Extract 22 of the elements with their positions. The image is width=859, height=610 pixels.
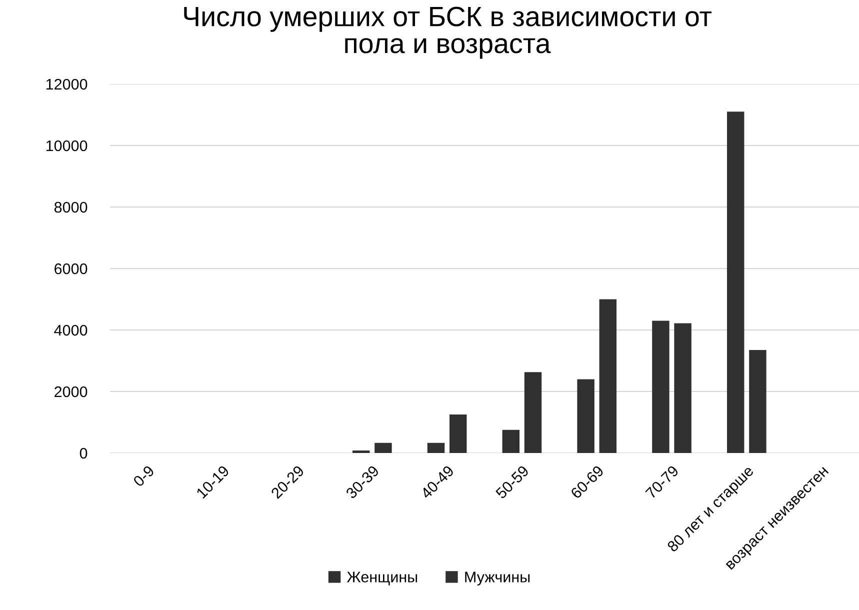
y-tick-label: 6000 [54,263,88,274]
x-tick-label: 0-9 [132,464,155,488]
legend-label: Мужчины [465,572,530,586]
y-tick-label: 2000 [54,386,88,398]
bar [749,350,766,453]
y-tick-label: 8000 [54,202,88,213]
y-tick-label: 12000 [46,78,88,90]
bar [726,112,744,453]
bar [674,323,692,453]
bar [524,372,542,453]
y-tick-label: 0 [80,448,88,459]
legend-label: Женщины [346,572,418,586]
bar [577,379,594,453]
bar [652,320,670,453]
y-tick-label: 10000 [46,140,88,152]
y-tick-label: 4000 [54,324,88,336]
bar [599,299,617,453]
bar [502,430,520,453]
bar [449,414,467,453]
bar [427,442,445,453]
chart-title: Число умерших от БСК в зависимости от пола и возраста [184,6,712,59]
bar [374,442,392,453]
